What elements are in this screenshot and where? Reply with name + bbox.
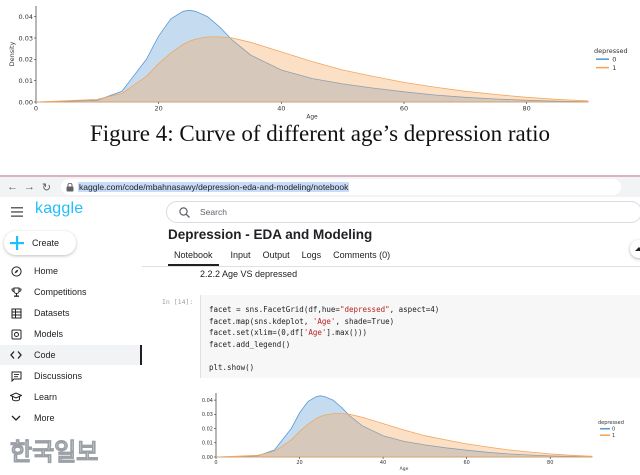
chevron-up-icon — [635, 247, 640, 251]
tab-comments[interactable]: Comments (0) — [333, 250, 391, 260]
legend-label-1: 1 — [612, 64, 616, 72]
scroll-up-button[interactable] — [630, 240, 640, 258]
y-tick-label: 0.01 — [19, 77, 33, 85]
notebook-main: Search Depression - EDA and Modeling Not… — [142, 197, 640, 475]
x-tick-label: 80 — [547, 460, 553, 466]
code-icon — [10, 349, 22, 361]
code-line: facet.map(sns.kdeplot, 'Age', shade=True… — [209, 316, 395, 326]
lock-icon — [66, 182, 74, 191]
y-tick-label: 0.04 — [202, 398, 213, 404]
figure-output-density-chart: 0 20 40 60 80 0.00 0.01 0.02 0.03 0.04 Age depresse… — [202, 393, 624, 472]
section-heading: 2.2.2 Age VS depressed — [200, 269, 298, 279]
code-line — [209, 351, 640, 363]
sidebar-item-label: Competitions — [34, 287, 87, 297]
x-tick-label: 60 — [400, 105, 408, 113]
sidebar-item-learn[interactable]: Learn — [0, 387, 142, 407]
kaggle-sidebar: kaggle Create Home Competitions Datasets… — [0, 197, 142, 475]
sidebar-item-label: Home — [34, 266, 59, 276]
figure-top-density-chart: 0 20 40 60 80 0.00 0.01 0.02 0.03 0.04 Age Density d… — [8, 6, 628, 120]
search-icon — [179, 206, 190, 218]
create-button-label: Create — [32, 238, 60, 248]
legend-title: depressed — [598, 420, 624, 426]
cell-execution-label: In [14]: — [162, 298, 194, 306]
sidebar-item-home[interactable]: Home — [0, 261, 142, 281]
home-icon — [10, 265, 22, 277]
x-tick-label: 40 — [380, 460, 386, 466]
x-axis-label: Age — [400, 466, 409, 472]
sidebar-item-label: Datasets — [34, 308, 70, 318]
y-tick-label: 0.01 — [202, 441, 213, 447]
tab-logs[interactable]: Logs — [301, 250, 322, 260]
x-tick-label: 0 — [214, 460, 217, 466]
code-cell[interactable]: facet = sns.FacetGrid(df,hue="depressed"… — [200, 295, 640, 378]
y-tick-label: 0.00 — [19, 98, 33, 106]
table-icon — [10, 307, 22, 319]
y-tick-label: 0.04 — [19, 13, 33, 21]
x-tick-label: 60 — [463, 460, 469, 466]
legend-label-0: 0 — [612, 55, 616, 63]
discussions-icon — [10, 370, 22, 382]
figure-caption: Figure 4: Curve of different age’s depre… — [89, 121, 551, 146]
tab-input[interactable]: Input — [230, 250, 251, 260]
sidebar-item-discussions[interactable]: Discussions — [0, 366, 142, 386]
create-button[interactable]: Create — [4, 231, 76, 255]
legend-title: depressed — [594, 47, 628, 55]
sidebar-item-competitions[interactable]: Competitions — [0, 282, 142, 302]
tab-output[interactable]: Output — [262, 250, 290, 260]
page-title: Depression - EDA and Modeling — [168, 227, 373, 242]
code-line: facet = sns.FacetGrid(df,hue="depressed"… — [209, 305, 440, 314]
sidebar-item-more[interactable]: More — [0, 408, 142, 428]
x-tick-label: 20 — [155, 105, 163, 113]
code-line: plt.show() — [209, 362, 255, 372]
kaggle-logo[interactable]: kaggle — [35, 200, 84, 217]
search-input[interactable]: Search — [166, 201, 640, 223]
search-placeholder: Search — [200, 207, 227, 217]
watermark-logo: 한국일보 — [10, 438, 99, 467]
plus-icon — [10, 236, 24, 250]
x-tick-label: 20 — [296, 460, 302, 466]
y-axis-label: Density — [8, 41, 16, 66]
code-line: facet.set(xlim=(0,df['Age'].max())) — [209, 328, 368, 337]
density-area-series-1 — [215, 413, 593, 458]
density-area-series-1 — [35, 36, 589, 103]
forward-icon[interactable]: → — [24, 181, 35, 193]
sidebar-item-label: Models — [34, 329, 64, 339]
trophy-icon — [10, 286, 22, 298]
density-area-series-0 — [215, 395, 593, 458]
sidebar-item-label: Code — [34, 350, 56, 360]
sidebar-item-models[interactable]: Models — [0, 324, 142, 344]
back-icon[interactable]: ← — [7, 181, 18, 193]
sidebar-item-label: Learn — [34, 392, 58, 402]
sidebar-item-label: More — [34, 413, 55, 423]
address-bar[interactable]: kaggle.com/code/mbahnasawy/depression-ed… — [61, 179, 621, 195]
tab-notebook[interactable]: Notebook — [168, 248, 219, 266]
y-tick-label: 0.00 — [202, 455, 213, 461]
y-tick-label: 0.03 — [202, 412, 213, 418]
density-area-series-0 — [35, 9, 589, 103]
chevron-down-icon — [10, 412, 22, 424]
browser-toolbar: ← → ↻ kaggle.com/code/mbahnasawy/depress… — [0, 175, 640, 197]
learn-icon — [10, 391, 22, 403]
svg-text:한국일보: 한국일보 — [10, 438, 98, 466]
reload-icon[interactable]: ↻ — [41, 181, 52, 194]
y-tick-label: 0.02 — [19, 56, 33, 64]
sidebar-item-code[interactable]: Code — [0, 345, 142, 365]
notebook-tabs: Notebook Input Output Logs Comments (0) — [168, 248, 402, 266]
sidebar-item-label: Discussions — [34, 371, 83, 381]
legend-label-1: 1 — [612, 433, 615, 439]
x-axis-label: Age — [306, 114, 318, 120]
x-tick-label: 0 — [34, 105, 38, 113]
hamburger-menu-icon[interactable] — [11, 207, 23, 217]
x-tick-label: 40 — [277, 105, 285, 113]
code-line: facet.add_legend() — [209, 339, 291, 349]
y-tick-label: 0.03 — [19, 34, 33, 42]
legend-label-0: 0 — [612, 427, 615, 433]
y-tick-label: 0.02 — [202, 426, 213, 432]
tab-divider — [142, 266, 640, 267]
url-text[interactable]: kaggle.com/code/mbahnasawy/depression-ed… — [78, 182, 350, 192]
models-icon — [10, 328, 22, 340]
x-tick-label: 80 — [523, 105, 531, 113]
sidebar-item-datasets[interactable]: Datasets — [0, 303, 142, 323]
